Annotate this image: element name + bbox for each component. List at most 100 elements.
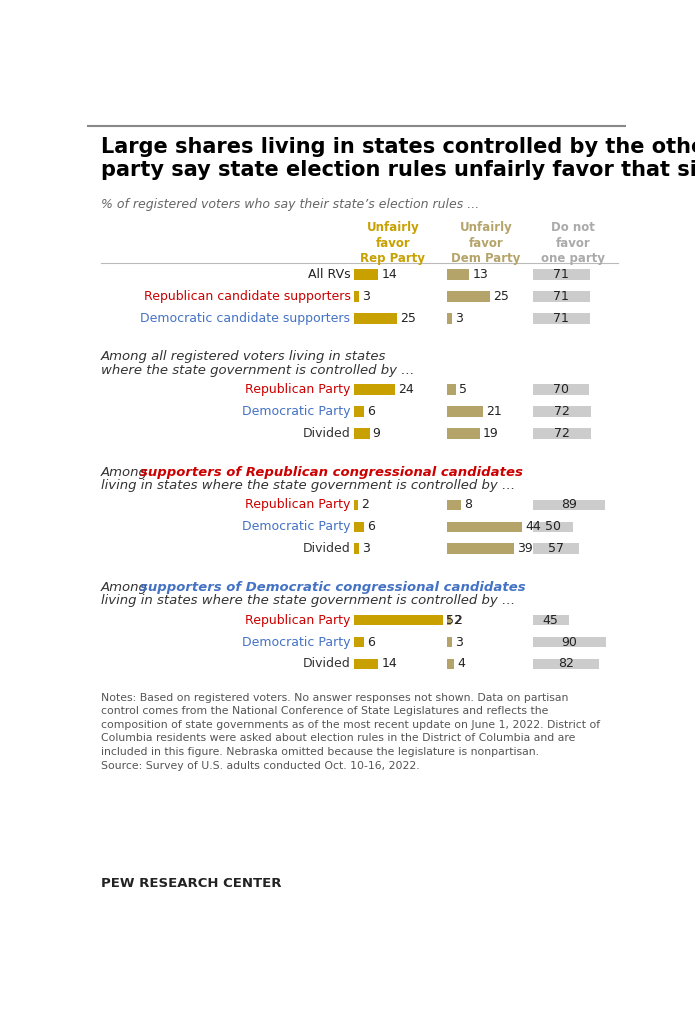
Text: where the state government is controlled by …: where the state government is controlled…	[101, 364, 414, 377]
Text: Do not
favor
one party: Do not favor one party	[541, 221, 605, 265]
Text: 39: 39	[517, 543, 532, 555]
Text: supporters of Republican congressional candidates: supporters of Republican congressional c…	[140, 466, 523, 478]
Text: 90: 90	[561, 636, 577, 648]
Bar	[532, 269, 590, 281]
Text: Among: Among	[101, 466, 152, 478]
Bar	[354, 658, 378, 670]
Bar	[354, 428, 370, 439]
Text: 71: 71	[553, 290, 569, 303]
Text: Democratic candidate supporters: Democratic candidate supporters	[140, 312, 350, 326]
Bar	[354, 544, 359, 554]
Text: 6: 6	[368, 520, 375, 534]
Text: 44: 44	[525, 520, 541, 534]
Bar	[448, 500, 461, 510]
Text: 14: 14	[382, 657, 397, 671]
Text: Among: Among	[101, 581, 152, 594]
Bar	[448, 614, 450, 626]
Text: Unfairly
favor
Rep Party: Unfairly favor Rep Party	[361, 221, 425, 265]
Text: % of registered voters who say their state’s election rules ...: % of registered voters who say their sta…	[101, 199, 479, 211]
Bar	[448, 428, 480, 439]
Bar	[354, 407, 364, 417]
Bar	[532, 637, 606, 647]
Text: Among all registered voters living in states: Among all registered voters living in st…	[101, 350, 386, 364]
Text: 9: 9	[373, 427, 381, 440]
Text: 72: 72	[554, 406, 570, 419]
Text: Notes: Based on registered voters. No answer responses not shown. Data on partis: Notes: Based on registered voters. No an…	[101, 692, 600, 771]
Text: 21: 21	[486, 406, 502, 419]
Text: All RVs: All RVs	[308, 268, 350, 282]
Text: 13: 13	[473, 268, 489, 282]
Bar	[532, 658, 599, 670]
Bar	[448, 637, 452, 647]
Text: 52: 52	[446, 613, 462, 627]
Text: 89: 89	[561, 499, 577, 512]
Bar	[532, 544, 579, 554]
Bar	[354, 313, 397, 324]
Text: 19: 19	[483, 427, 498, 440]
Text: living in states where the state government is controlled by …: living in states where the state governm…	[101, 479, 515, 492]
Text: 82: 82	[558, 657, 574, 671]
Text: living in states where the state government is controlled by …: living in states where the state governm…	[101, 594, 515, 607]
Text: 5: 5	[459, 383, 467, 396]
Bar	[354, 500, 358, 510]
Text: Democratic Party: Democratic Party	[242, 636, 350, 648]
Text: Democratic Party: Democratic Party	[242, 406, 350, 419]
Bar	[354, 614, 443, 626]
Bar	[448, 407, 483, 417]
Bar	[354, 637, 364, 647]
Text: Divided: Divided	[302, 427, 350, 440]
Text: 14: 14	[382, 268, 397, 282]
Text: 71: 71	[553, 268, 569, 282]
Text: supporters of Democratic congressional candidates: supporters of Democratic congressional c…	[140, 581, 526, 594]
Text: Divided: Divided	[302, 543, 350, 555]
Text: 3: 3	[455, 312, 464, 326]
Bar	[354, 269, 378, 281]
Bar	[448, 291, 490, 302]
Bar	[354, 521, 364, 532]
Text: 8: 8	[464, 499, 472, 512]
Text: Divided: Divided	[302, 657, 350, 671]
Text: 2: 2	[361, 499, 368, 512]
Bar	[532, 313, 590, 324]
Bar	[532, 407, 591, 417]
Bar	[448, 658, 454, 670]
Text: Unfairly
favor
Dem Party: Unfairly favor Dem Party	[451, 221, 521, 265]
Bar	[448, 544, 514, 554]
Text: Republican Party: Republican Party	[245, 499, 350, 512]
Text: 3: 3	[363, 290, 370, 303]
Bar	[532, 384, 589, 395]
Text: 57: 57	[548, 543, 564, 555]
Text: 6: 6	[368, 406, 375, 419]
Text: 3: 3	[455, 636, 464, 648]
Text: 71: 71	[553, 312, 569, 326]
Text: Republican Party: Republican Party	[245, 383, 350, 396]
Text: 3: 3	[363, 543, 370, 555]
Bar	[532, 614, 569, 626]
Bar	[354, 384, 395, 395]
Bar	[448, 384, 456, 395]
Text: party say state election rules unfairly favor that side: party say state election rules unfairly …	[101, 160, 695, 180]
Text: 70: 70	[553, 383, 569, 396]
Bar	[532, 500, 605, 510]
Text: Democratic Party: Democratic Party	[242, 520, 350, 534]
Bar	[532, 521, 573, 532]
Text: 2: 2	[454, 613, 461, 627]
Text: 25: 25	[493, 290, 509, 303]
Bar	[532, 291, 590, 302]
Text: 50: 50	[545, 520, 561, 534]
Text: PEW RESEARCH CENTER: PEW RESEARCH CENTER	[101, 877, 281, 890]
Text: 25: 25	[400, 312, 416, 326]
Text: 6: 6	[368, 636, 375, 648]
Bar	[354, 291, 359, 302]
Text: 72: 72	[554, 427, 570, 440]
Bar	[448, 521, 522, 532]
Text: Large shares living in states controlled by the other: Large shares living in states controlled…	[101, 137, 695, 157]
Bar	[532, 428, 591, 439]
Text: 45: 45	[543, 613, 559, 627]
Text: 24: 24	[398, 383, 414, 396]
Bar	[448, 313, 452, 324]
Text: Republican Party: Republican Party	[245, 613, 350, 627]
Text: 4: 4	[457, 657, 465, 671]
Bar	[448, 269, 469, 281]
Text: Republican candidate supporters: Republican candidate supporters	[143, 290, 350, 303]
